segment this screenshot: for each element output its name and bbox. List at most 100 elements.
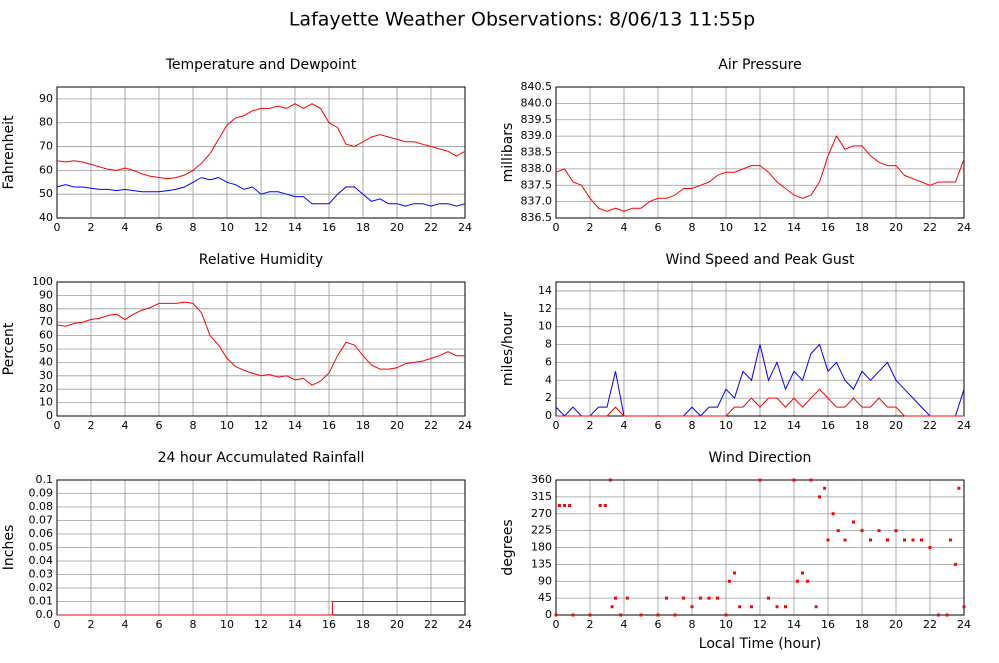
data-line: [56, 176, 466, 207]
data-point: [831, 512, 835, 516]
x-tick-label: 24: [957, 221, 971, 234]
x-tick-label: 20: [390, 419, 404, 432]
y-tick-label: 12: [538, 302, 552, 315]
x-tick-label: 8: [689, 419, 696, 432]
y-tick-label: 30: [39, 369, 53, 382]
y-tick-label: 0: [545, 608, 552, 621]
data-point: [563, 504, 566, 507]
x-tick-label: 10: [220, 618, 234, 631]
x-tick-label: 10: [719, 221, 733, 234]
y-tick-label: 840.5: [521, 80, 553, 93]
y-tick-label: 837.5: [521, 178, 553, 191]
x-tick-label: 0: [553, 419, 560, 432]
x-tick-label: 12: [254, 618, 268, 631]
data-point: [608, 478, 612, 482]
x-tick-label: 24: [957, 419, 971, 432]
data-point: [733, 571, 736, 575]
y-tick-label: 360: [531, 473, 552, 486]
y-tick-label: 838.5: [521, 146, 553, 159]
x-tick-label: 12: [753, 618, 767, 631]
y-tick-label: 6: [545, 355, 552, 368]
x-tick-label: 2: [88, 419, 95, 432]
x-tick-label: 0: [553, 221, 560, 234]
data-point: [877, 529, 881, 533]
data-point: [724, 613, 728, 617]
y-tick-label: 40: [39, 355, 53, 368]
x-tick-label: 22: [923, 221, 937, 234]
data-point: [557, 504, 561, 507]
plot-frame: [555, 86, 965, 219]
plot-frame: [555, 281, 965, 417]
y-tick-label: 0: [46, 409, 53, 422]
x-tick-label: 4: [122, 221, 129, 234]
y-tick-label: 10: [39, 396, 53, 409]
y-axis-label: Inches: [1, 525, 17, 570]
data-point: [843, 538, 847, 542]
y-axis-label: miles/hour: [500, 312, 516, 386]
y-tick-label: 80: [39, 302, 53, 315]
data-point: [852, 520, 855, 524]
data-point: [886, 538, 889, 542]
data-point: [727, 579, 731, 583]
data-point: [665, 596, 668, 600]
y-tick-label: 50: [39, 187, 53, 200]
y-tick-label: 0.1: [36, 473, 54, 486]
data-point: [920, 538, 923, 542]
x-tick-label: 22: [923, 618, 937, 631]
x-tick-label: 14: [787, 419, 801, 432]
y-tick-label: 180: [531, 541, 552, 554]
data-line: [555, 135, 965, 212]
x-tick-label: 12: [254, 221, 268, 234]
data-point: [937, 613, 940, 617]
y-tick-label: 837.0: [521, 195, 553, 208]
x-tick-label: 4: [621, 221, 628, 234]
x-tick-label: 4: [621, 618, 628, 631]
x-tick-label: 12: [753, 221, 767, 234]
x-tick-label: 14: [787, 221, 801, 234]
y-tick-label: 60: [39, 329, 53, 342]
x-tick-label: 8: [689, 221, 696, 234]
data-point: [554, 613, 558, 617]
data-point: [750, 605, 753, 609]
data-point: [614, 596, 617, 600]
data-point: [639, 613, 643, 617]
x-tick-label: 18: [855, 221, 869, 234]
data-point: [571, 613, 575, 617]
data-point: [792, 478, 796, 482]
data-line: [556, 388, 964, 417]
data-point: [903, 538, 906, 542]
y-tick-label: 40: [39, 211, 53, 224]
y-tick-label: 225: [531, 524, 552, 537]
x-tick-label: 16: [322, 221, 336, 234]
data-point: [945, 613, 949, 617]
plot-frame: [56, 86, 466, 219]
x-tick-label: 14: [787, 618, 801, 631]
y-tick-label: 0.03: [29, 568, 54, 581]
x-tick-label: 10: [220, 419, 234, 432]
y-tick-label: 839.5: [521, 113, 553, 126]
x-tick-label: 4: [122, 618, 129, 631]
data-point: [656, 613, 660, 617]
data-point: [823, 486, 827, 490]
data-point: [610, 605, 614, 609]
x-tick-label: 18: [855, 419, 869, 432]
y-tick-label: 8: [545, 338, 552, 351]
y-tick-label: 0.08: [29, 500, 54, 513]
y-axis-label: Percent: [1, 322, 17, 375]
y-tick-label: 839.0: [521, 129, 553, 142]
chart-title: Temperature and Dewpoint: [165, 57, 357, 73]
data-point: [826, 538, 830, 542]
data-point: [928, 546, 932, 549]
data-point: [707, 596, 711, 600]
data-point: [758, 478, 762, 482]
x-tick-label: 22: [923, 419, 937, 432]
x-tick-label: 20: [390, 618, 404, 631]
x-tick-label: 22: [424, 618, 438, 631]
x-tick-label: 14: [288, 221, 302, 234]
x-tick-label: 8: [190, 618, 197, 631]
x-tick-label: 22: [424, 221, 438, 234]
chart-title: 24 hour Accumulated Rainfall: [158, 450, 365, 466]
x-tick-label: 8: [689, 618, 696, 631]
data-point: [860, 529, 864, 533]
